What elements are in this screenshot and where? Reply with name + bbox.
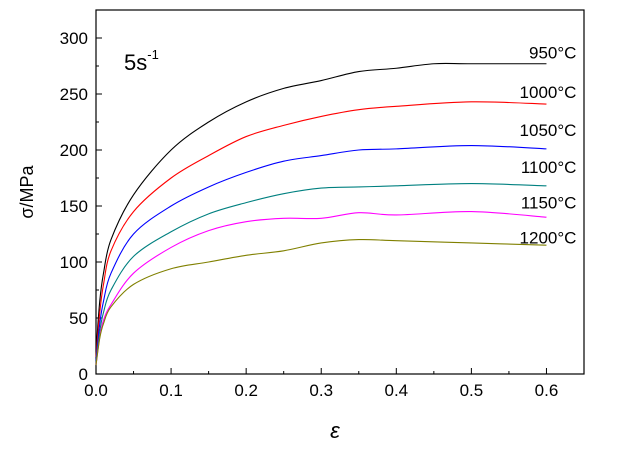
x-tick-label: 0.3 xyxy=(309,381,333,400)
series-label: 1150°C xyxy=(521,194,577,213)
series-line-950c xyxy=(95,62,547,352)
x-tick-label: 0.5 xyxy=(460,381,484,400)
x-tick-label: 0.1 xyxy=(159,381,183,400)
series-line-1050c xyxy=(95,144,547,361)
series-label: 1100°C xyxy=(521,158,577,177)
series-line-1150c xyxy=(95,211,547,366)
y-tick-label: 0 xyxy=(79,365,88,384)
series-line-1200c xyxy=(95,238,547,366)
x-axis-label: ε xyxy=(330,418,340,443)
y-tick-label: 250 xyxy=(60,85,88,104)
y-tick-label: 50 xyxy=(69,309,88,328)
series-label: 1200°C xyxy=(520,228,577,247)
x-tick-label: 0.0 xyxy=(84,381,108,400)
y-tick-label: 100 xyxy=(60,253,88,272)
y-axis-label: σ/MPa xyxy=(17,164,37,218)
x-tick-label: 0.2 xyxy=(234,381,258,400)
series-line-1100c xyxy=(95,183,547,363)
y-tick-label: 300 xyxy=(60,29,88,48)
x-tick-label: 0.6 xyxy=(535,381,559,400)
y-tick-label: 200 xyxy=(60,141,88,160)
series-label: 1000°C xyxy=(520,83,577,102)
series-line-1000c xyxy=(95,101,547,358)
rate-annotation: 5s-1 xyxy=(124,47,159,75)
series-label: 1050°C xyxy=(520,121,577,140)
y-tick-label: 150 xyxy=(60,197,88,216)
x-tick-label: 0.4 xyxy=(384,381,408,400)
series-label: 950°C xyxy=(529,44,576,63)
plot-frame xyxy=(95,9,585,375)
